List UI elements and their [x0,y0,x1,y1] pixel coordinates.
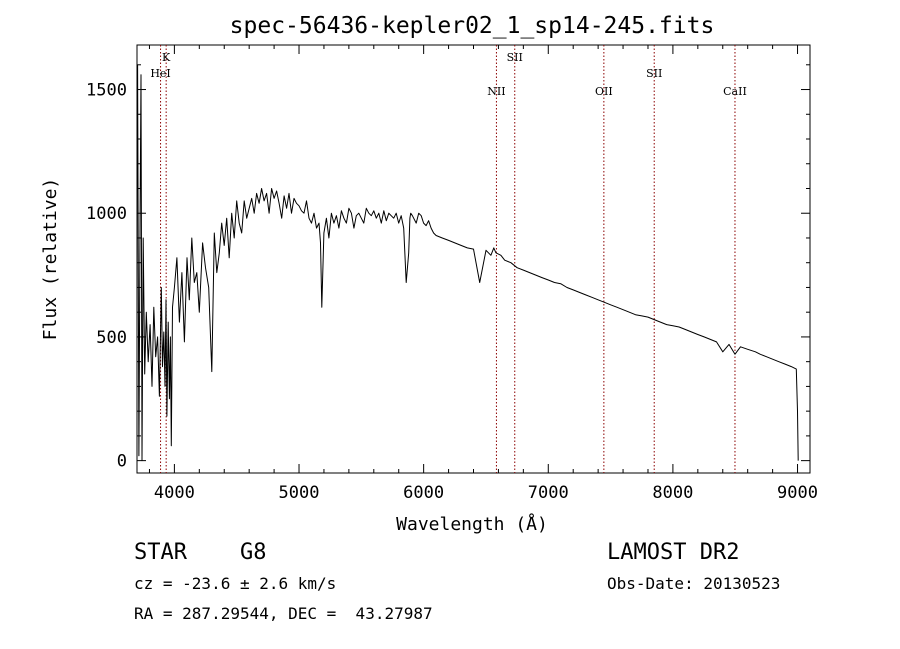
line-marker-label: K [162,51,171,64]
y-axis-label: Flux (relative) [40,178,61,341]
x-axis-label: Wavelength (Å) [396,513,548,535]
x-tick-label: 4000 [154,483,195,503]
line-marker-label: HeI [150,67,170,80]
subclass: G8 [239,540,267,565]
y-tick-label: 1000 [86,204,127,224]
y-tick-label: 500 [96,328,127,348]
line-markers: K HeI NII SII OII SII CaII [150,45,747,473]
line-marker-label: SII [646,67,662,80]
x-tick-label: 8000 [652,483,693,503]
line-marker-label: SII [507,51,523,64]
y-tick-label: 1500 [86,81,127,101]
x-tick-label: 5000 [279,483,320,503]
series-group [137,64,799,462]
y-tick-label: 0 [117,452,127,472]
x-tick-label: 6000 [403,483,444,503]
axis-ticks: 4000 5000 6000 7000 8000 9000 0 500 1000 1500 [86,45,818,503]
spectrum-line [137,64,799,462]
x-tick-label: 9000 [777,483,818,503]
x-tick-label: 7000 [528,483,569,503]
chart-title: spec-56436-kepler02_1_sp14-245.fits [230,13,715,39]
line-marker-label: NII [487,85,505,98]
survey-label: LAMOST DR2 [607,540,740,565]
plot-border [136,44,811,474]
obs-date-text: Obs-Date: 20130523 [607,574,781,593]
line-marker-label: CaII [723,85,747,98]
redshift-text: cz = -23.6 ± 2.6 km/s [134,574,337,593]
coordinates-text: RA = 287.29544, DEC = 43.27987 [134,604,433,623]
line-marker-label: OII [595,85,613,98]
plot-frame [136,44,811,474]
object-class: STAR [134,540,187,565]
object-class-row: STAR G8 [134,540,266,565]
